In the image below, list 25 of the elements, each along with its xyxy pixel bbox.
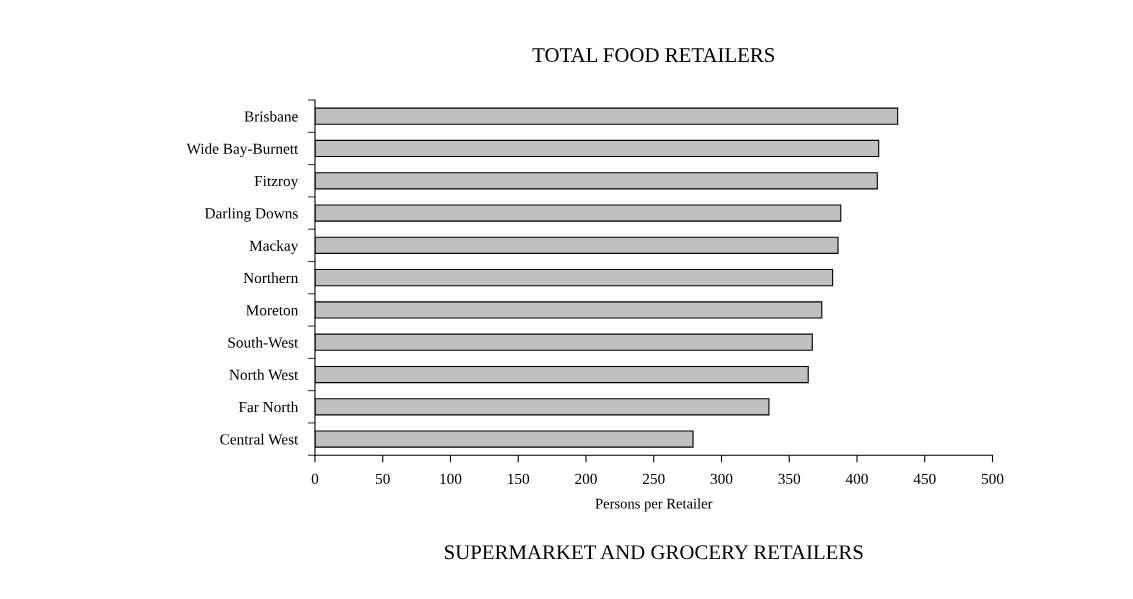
y-tick-label: South-West xyxy=(228,336,299,348)
y-tick-label: Northern xyxy=(243,272,299,284)
y-tick-label: Fitzroy xyxy=(254,175,299,190)
y-tick-label: Brisbane xyxy=(244,110,298,122)
y-tick-label: Darling Downs xyxy=(204,207,298,222)
y-tick-label: Far North xyxy=(238,401,299,413)
y-tick-label: Moreton xyxy=(246,305,299,316)
x-axis-title: Persons per Retailer xyxy=(595,498,713,512)
text: SUPERMARKET AND GROCERY RETAILERS xyxy=(445,545,863,560)
x-tick-label: 400 xyxy=(845,473,868,485)
x-tick-label: 450 xyxy=(913,473,936,485)
y-tick-label: North West xyxy=(229,369,299,381)
y-tick-label: Wide Bay-Burnett xyxy=(186,143,299,158)
x-tick-label: 200 xyxy=(575,473,597,485)
x-tick-label: 150 xyxy=(508,473,530,485)
x-tick-label: 0 xyxy=(311,473,319,485)
x-tick-label: 350 xyxy=(778,473,801,485)
x-tick-label: 500 xyxy=(981,473,1004,485)
x-tick-label: 300 xyxy=(710,473,733,485)
y-tick-label: Central West xyxy=(220,433,299,445)
x-tick-label: 50 xyxy=(375,473,390,485)
x-tick-label: 250 xyxy=(642,473,665,485)
chart-title: TOTAL FOOD RETAILERS xyxy=(532,48,775,63)
y-tick-label: Mackay xyxy=(249,240,299,254)
x-tick-label: 100 xyxy=(440,473,462,485)
